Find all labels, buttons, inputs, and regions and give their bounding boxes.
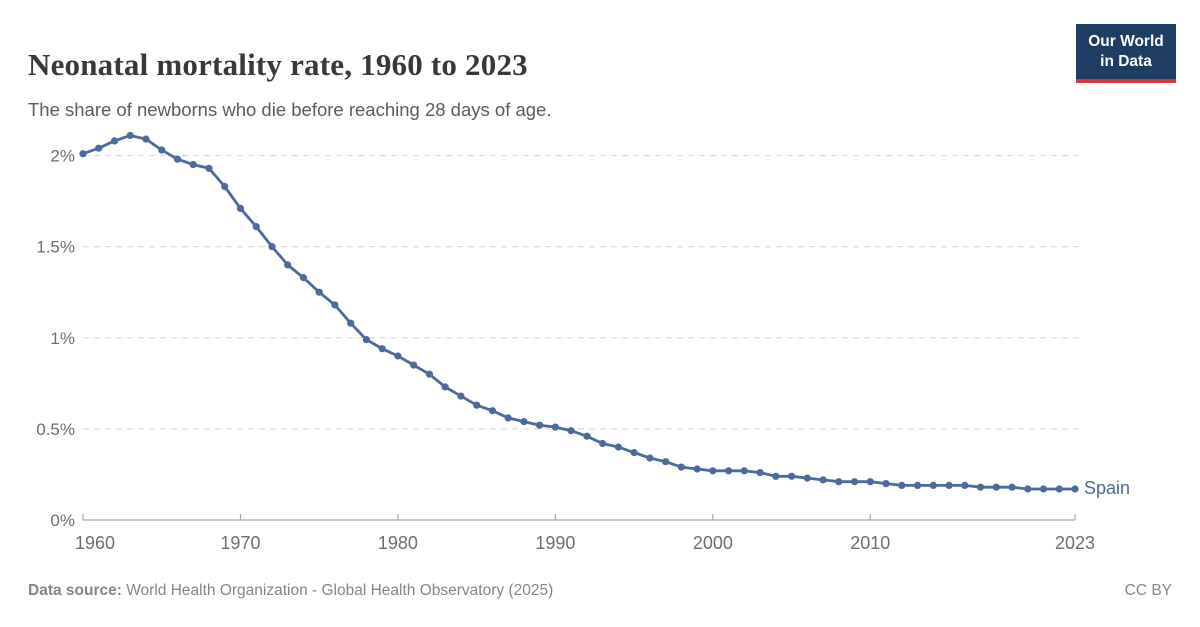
data-point[interactable] (882, 480, 890, 488)
data-point[interactable] (630, 449, 638, 457)
data-point[interactable] (693, 465, 701, 473)
owid-logo[interactable]: Our World in Data (1076, 24, 1176, 83)
data-point[interactable] (976, 483, 985, 491)
x-axis-tick-label: 1980 (378, 533, 418, 553)
data-point[interactable] (851, 478, 859, 486)
data-point[interactable] (772, 472, 780, 480)
data-point[interactable] (410, 361, 418, 369)
data-point[interactable] (1055, 485, 1063, 493)
data-point[interactable] (378, 345, 386, 353)
x-axis-tick-label: 2023 (1055, 533, 1095, 553)
data-point[interactable] (819, 476, 827, 484)
data-point[interactable] (945, 481, 953, 489)
chart-footer: Data source: World Health Organization -… (28, 582, 1172, 600)
data-point[interactable] (205, 164, 213, 172)
data-point[interactable] (236, 204, 245, 212)
data-point[interactable] (835, 478, 843, 486)
data-point[interactable] (189, 161, 197, 169)
data-point[interactable] (961, 481, 969, 489)
data-point[interactable] (221, 182, 229, 191)
y-axis-tick-label: 2% (50, 147, 75, 166)
data-point[interactable] (992, 483, 1000, 491)
data-point[interactable] (1024, 485, 1032, 493)
data-point[interactable] (662, 458, 670, 466)
license-link[interactable]: CC BY (1124, 582, 1172, 599)
data-point[interactable] (1071, 485, 1079, 493)
data-point[interactable] (740, 467, 748, 475)
data-point[interactable] (756, 469, 764, 477)
data-point[interactable] (677, 463, 685, 471)
x-axis-tick-label: 2000 (693, 533, 733, 553)
series-label-spain[interactable]: Spain (1084, 478, 1131, 499)
data-point[interactable] (567, 427, 575, 435)
data-source-note: Data source: World Health Organization -… (28, 582, 553, 600)
data-point[interactable] (520, 418, 528, 426)
data-point[interactable] (488, 407, 496, 415)
data-point[interactable] (898, 481, 906, 489)
data-point[interactable] (110, 137, 119, 145)
data-point[interactable] (425, 370, 433, 378)
data-point[interactable] (709, 467, 717, 475)
data-point[interactable] (1039, 485, 1048, 493)
data-point[interactable] (394, 352, 402, 360)
x-axis-tick-label: 1990 (535, 533, 575, 553)
data-point[interactable] (362, 336, 370, 344)
data-point[interactable] (551, 423, 560, 431)
series-line-spain[interactable] (81, 134, 1077, 491)
data-point[interactable] (284, 261, 292, 269)
data-point[interactable] (441, 383, 449, 391)
x-axis-tick-label: 2010 (850, 533, 890, 553)
owid-logo-line1: Our World (1088, 33, 1164, 51)
owid-logo-text: Our World in Data (1088, 32, 1164, 71)
data-point[interactable] (614, 443, 623, 451)
data-point[interactable] (583, 432, 591, 440)
data-point[interactable] (803, 474, 811, 482)
data-point[interactable] (1008, 483, 1016, 491)
data-point[interactable] (536, 421, 544, 429)
data-point[interactable] (347, 319, 355, 327)
y-axis-tick-label: 1% (50, 329, 75, 348)
y-axis-tick-label: 0.5% (36, 420, 75, 439)
data-point[interactable] (473, 401, 481, 409)
data-point[interactable] (788, 472, 796, 480)
y-axis-tick-label: 1.5% (36, 238, 75, 257)
data-point[interactable] (79, 150, 87, 158)
data-point[interactable] (315, 288, 323, 296)
data-point[interactable] (646, 454, 654, 462)
x-axis-tick-label: 1960 (75, 533, 115, 553)
y-axis-tick-label: 0% (50, 511, 75, 530)
data-point[interactable] (504, 414, 512, 422)
data-point[interactable] (252, 223, 260, 231)
data-point[interactable] (126, 131, 134, 140)
data-point[interactable] (599, 439, 607, 448)
data-point[interactable] (725, 467, 733, 475)
chart-subtitle: The share of newborns who die before rea… (28, 98, 552, 120)
data-point[interactable] (929, 481, 937, 489)
data-point[interactable] (866, 478, 874, 486)
page-title: Neonatal mortality rate, 1960 to 2023 (28, 46, 528, 82)
data-point[interactable] (173, 155, 182, 163)
data-point[interactable] (331, 301, 339, 309)
owid-logo-line2: in Data (1100, 52, 1152, 70)
data-point[interactable] (457, 392, 465, 400)
data-point[interactable] (142, 135, 150, 143)
data-point[interactable] (913, 481, 922, 489)
data-point[interactable] (268, 243, 276, 251)
x-axis-tick-label: 1970 (220, 533, 260, 553)
data-source-text: World Health Organization - Global Healt… (121, 582, 554, 599)
data-point[interactable] (299, 274, 307, 282)
data-point[interactable] (95, 144, 103, 152)
data-source-label: Data source: (28, 582, 122, 599)
data-point[interactable] (158, 146, 166, 154)
